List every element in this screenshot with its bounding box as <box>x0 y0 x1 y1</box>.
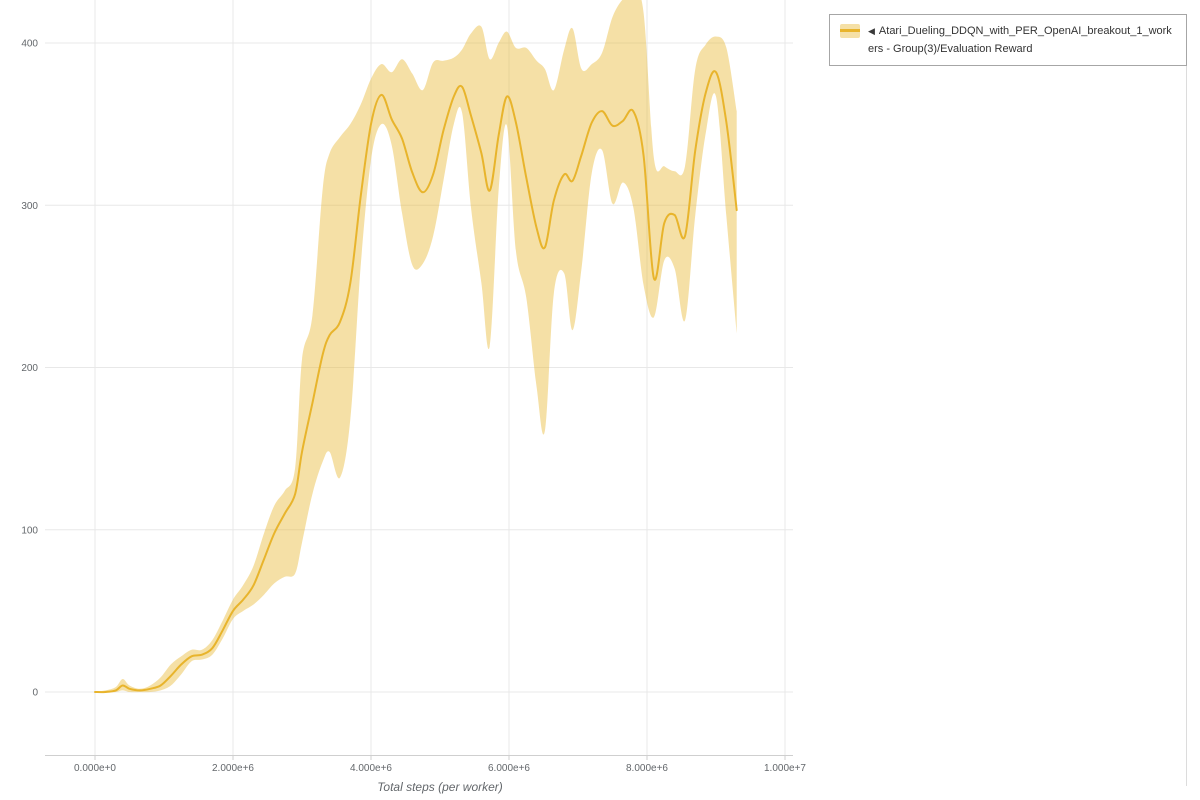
svg-text:200: 200 <box>21 363 38 374</box>
legend-series-label: Atari_Dueling_DDQN_with_PER_OpenAI_break… <box>868 25 1172 55</box>
svg-text:0.000e+0: 0.000e+0 <box>74 763 116 774</box>
svg-text:100: 100 <box>21 525 38 536</box>
svg-text:6.000e+6: 6.000e+6 <box>488 763 530 774</box>
svg-text:2.000e+6: 2.000e+6 <box>212 763 254 774</box>
svg-text:300: 300 <box>21 201 38 212</box>
svg-text:1.000e+7: 1.000e+7 <box>764 763 806 774</box>
x-axis-title: Total steps (per worker) <box>377 780 503 794</box>
legend-series-line <box>840 29 860 32</box>
svg-text:8.000e+6: 8.000e+6 <box>626 763 668 774</box>
legend-collapse-icon[interactable]: ◀ <box>868 26 875 36</box>
legend-series-swatch <box>840 24 860 38</box>
svg-text:0: 0 <box>32 688 38 699</box>
svg-text:4.000e+6: 4.000e+6 <box>350 763 392 774</box>
panel-divider <box>1186 14 1187 786</box>
legend-series-entry[interactable]: ◀ Atari_Dueling_DDQN_with_PER_OpenAI_brea… <box>868 22 1176 58</box>
svg-text:400: 400 <box>21 39 38 50</box>
legend[interactable]: ◀ Atari_Dueling_DDQN_with_PER_OpenAI_brea… <box>829 14 1187 66</box>
